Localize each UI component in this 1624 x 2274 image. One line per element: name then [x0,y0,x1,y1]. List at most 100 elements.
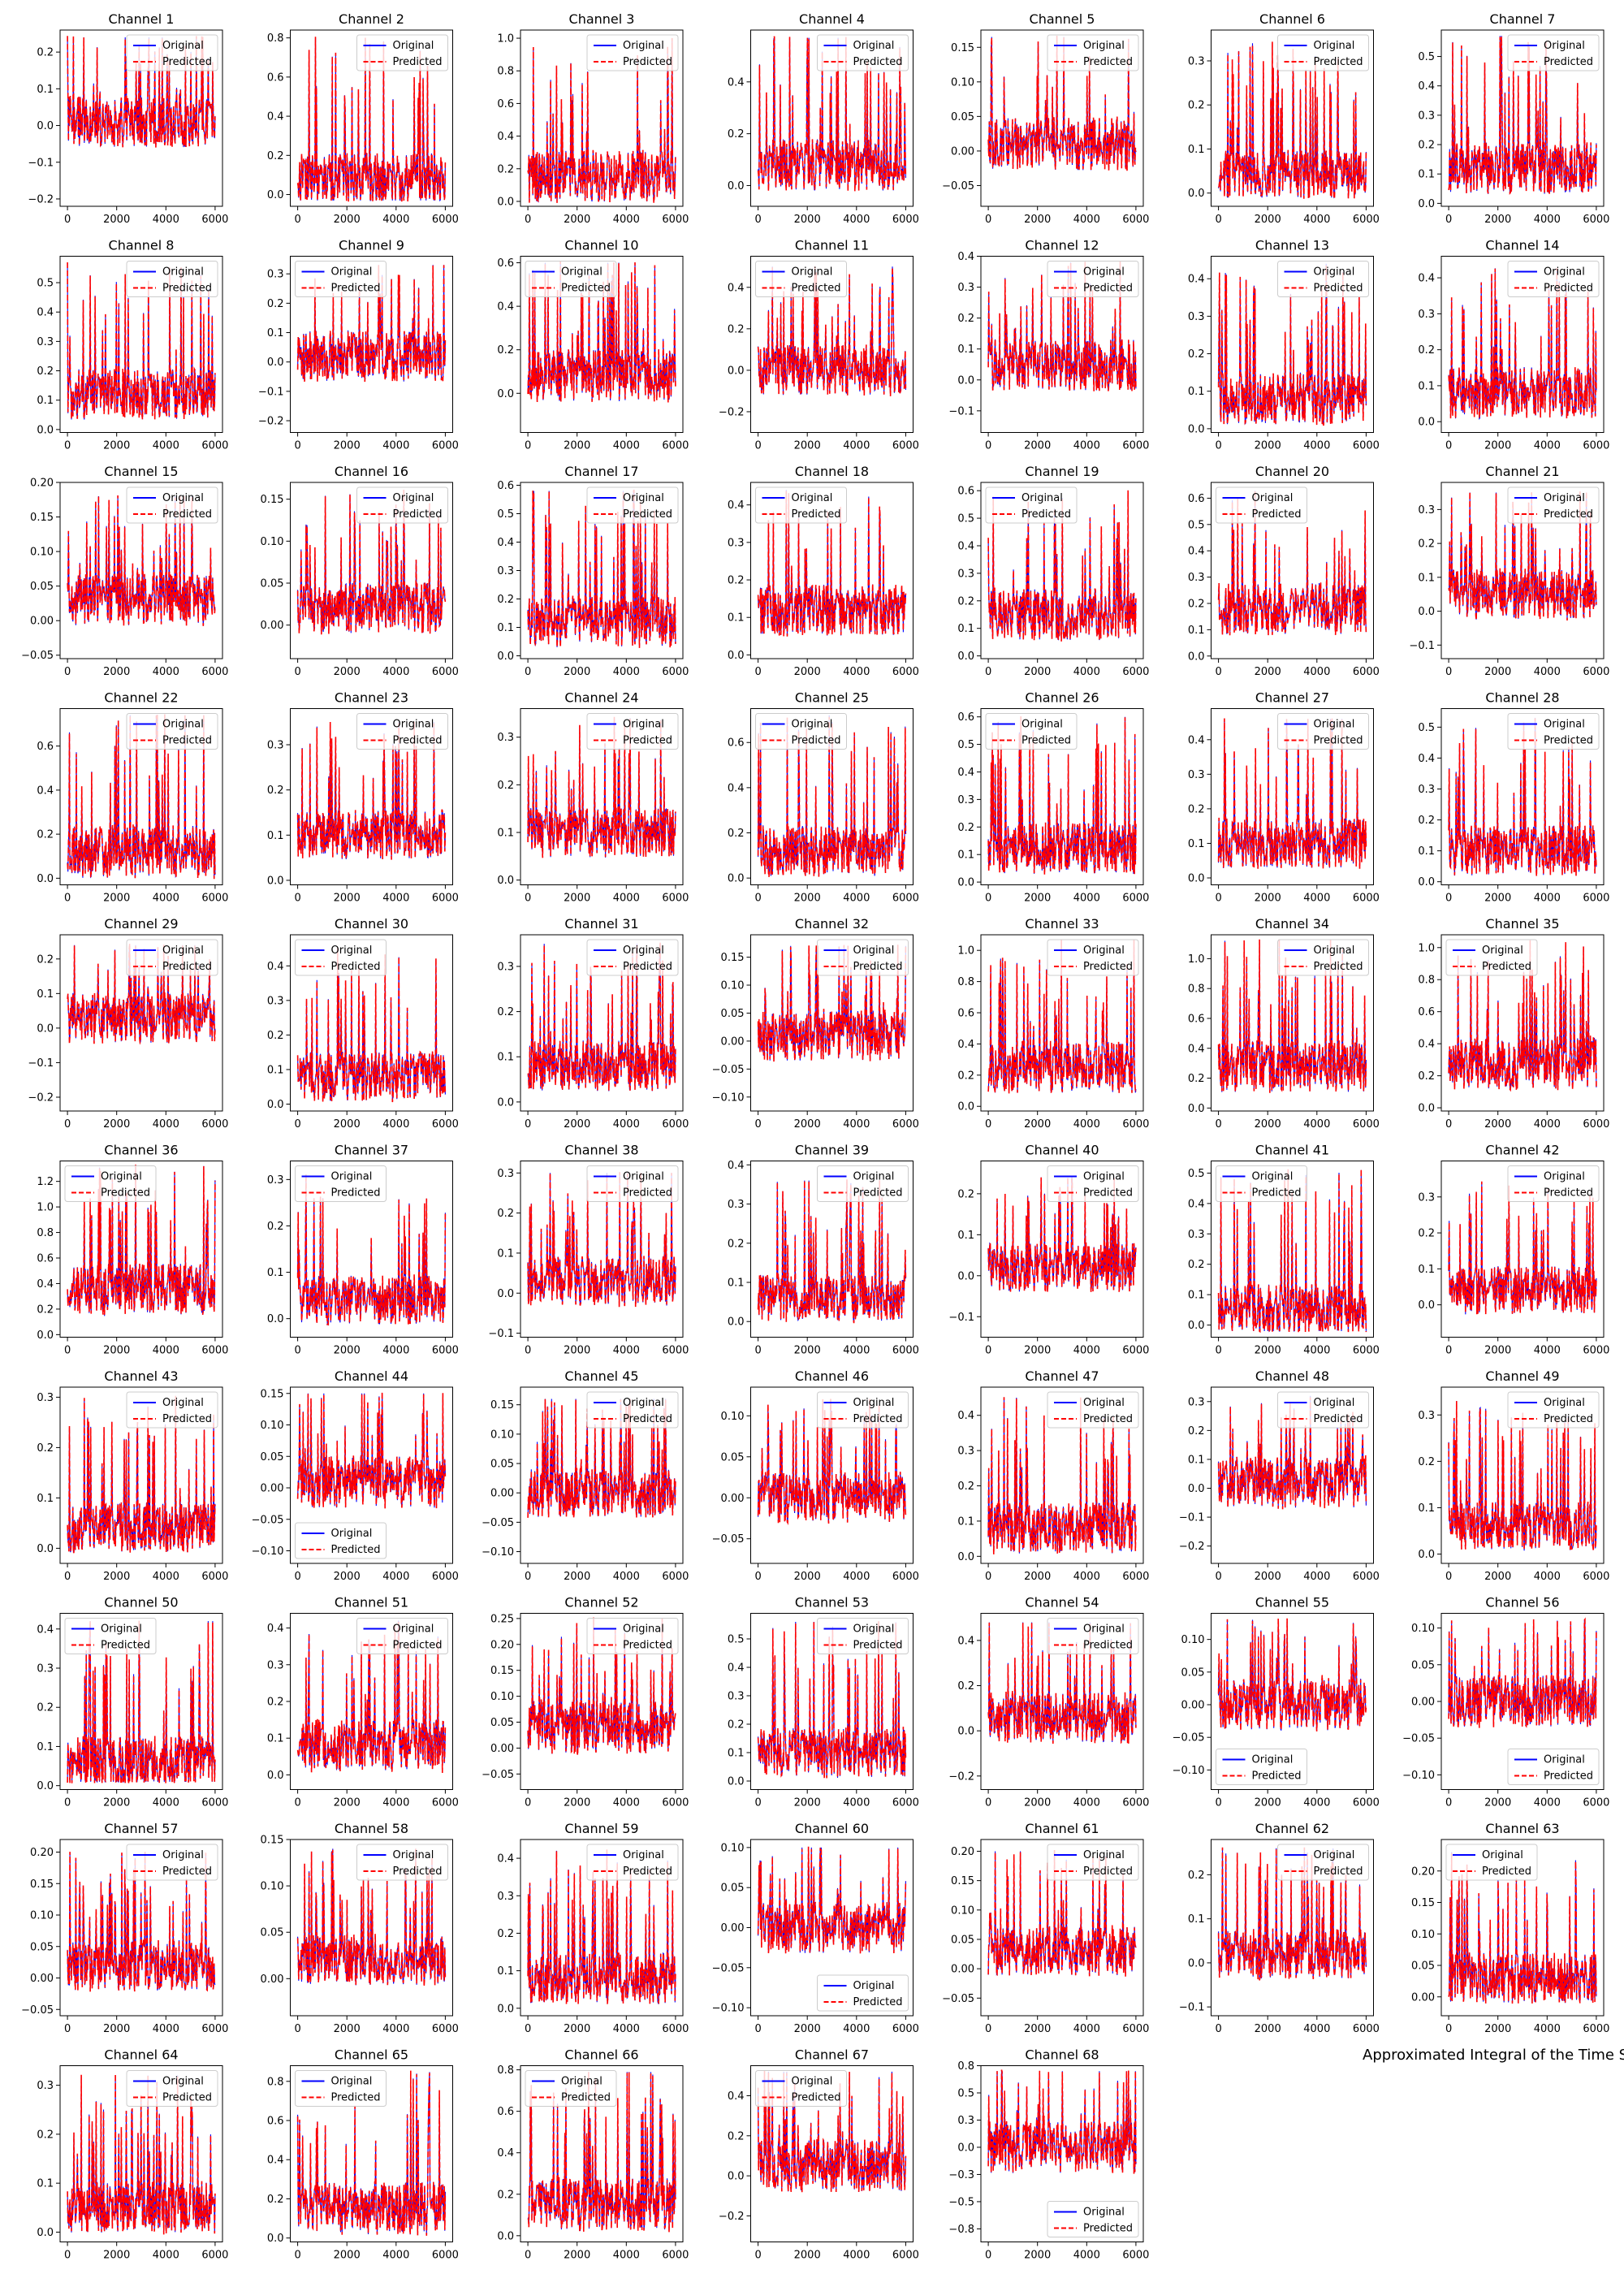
subplot-title: Channel 15 [104,464,178,479]
y-tick-label: 0.2 [728,323,745,335]
y-tick-label: 0.15 [951,42,974,54]
x-tick-label: 2000 [794,1118,821,1131]
y-tick-label: 0.1 [957,850,974,862]
subplot-title: Channel 19 [1025,464,1099,479]
y-tick-label: 0.0 [1418,1103,1435,1115]
series-predicted-line [987,1177,1137,1293]
subplot-title: Channel 14 [1485,238,1559,253]
subplot-title: Channel 32 [795,916,869,932]
y-tick-label: 0.15 [30,1878,54,1891]
x-tick-label: 0 [754,1571,761,1583]
y-tick-label: 0.0 [1188,1957,1205,1969]
subplot-55: Channel 55 0 2000 4000 6000 −0.10 −0.05 0.00 0.0… [1173,1595,1380,1809]
x-tick-label: 6000 [432,1345,459,1357]
axes-frame [1211,29,1374,207]
legend-original-label: Original [623,1171,664,1183]
y-tick-label: 0.0 [37,1329,54,1342]
subplot-8: Channel 8 0 2000 4000 6000 0.0 0.1 0.2 0.3 0.4 0.5… [37,238,228,452]
subplot-title: Channel 40 [1025,1143,1099,1158]
y-tick-label: 0.4 [728,1160,745,1172]
y-tick-label: 0.0 [728,2171,745,2183]
legend: Original Predicted [356,486,448,524]
x-tick-label: 6000 [201,440,228,452]
y-tick-label: 0.15 [490,1399,514,1412]
y-tick-label: 0.0 [1418,606,1435,618]
y-tick-label: 0.2 [267,1221,284,1233]
legend-original-label: Original [561,266,603,279]
y-tick-label: 0.05 [490,1717,514,1729]
subplot-59: Channel 59 0 2000 4000 6000 0.0 0.1 0.2 0.3 0.4 Or… [497,1821,689,2035]
y-tick-label: 0.00 [1411,1697,1435,1709]
y-tick-label: 0.8 [497,66,514,78]
legend-predicted-label: Predicted [792,283,841,295]
subplot-11: Channel 11 0 2000 4000 6000 −0.2 0.0 0.2 0.4 Orig… [719,238,919,452]
series-predicted-line [1217,41,1367,201]
legend: Original Predicted [1047,1165,1139,1202]
y-tick-label: 0.1 [37,84,54,96]
x-tick-label: 6000 [201,1571,228,1583]
axes-frame [1211,1613,1374,1790]
legend-original-label: Original [1544,1397,1585,1409]
x-tick-label: 6000 [662,2250,689,2262]
y-tick-label: 0.1 [1188,625,1205,637]
y-tick-label: 0.0 [1418,1299,1435,1312]
y-tick-label: 0.15 [490,1665,514,1677]
legend-original-label: Original [1252,1754,1294,1766]
y-tick-label: 0.0 [1188,423,1205,435]
y-tick-label: 0.4 [37,307,54,319]
subplot-title: Channel 29 [104,916,178,932]
x-tick-label: 6000 [201,666,228,678]
series-predicted-line [757,266,907,396]
y-tick-label: 0.6 [957,711,974,724]
x-tick-label: 0 [294,1571,300,1583]
legend-original-label: Original [792,719,833,731]
x-tick-label: 2000 [103,893,130,905]
legend-original-label: Original [623,719,664,731]
x-tick-label: 6000 [892,893,919,905]
y-tick-label: 0.1 [1418,380,1435,392]
y-tick-label: 0.05 [261,1451,284,1463]
subplot-title: Channel 54 [1025,1595,1099,1610]
legend: Original Predicted [1047,34,1139,71]
y-tick-label: −0.2 [258,416,284,428]
y-tick-label: 0.00 [721,1922,745,1935]
subplot-37: Channel 37 0 2000 4000 6000 0.0 0.1 0.2 0.3 Origi… [267,1143,459,1357]
y-tick-label: 0.2 [1188,348,1205,361]
y-tick-label: 0.3 [957,1446,974,1458]
y-tick-label: 0.1 [957,344,974,356]
x-tick-label: 4000 [153,2023,179,2035]
subplot-50: Channel 50 0 2000 4000 6000 0.0 0.1 0.2 0.3 0.4 Or… [37,1595,228,1809]
y-tick-label: 0.2 [497,594,514,606]
x-tick-label: 0 [985,440,991,452]
figure-caption: Approximated Integral of the Time Ser [1363,2047,1624,2064]
y-tick-label: 0.20 [1411,1865,1435,1878]
y-tick-label: 0.4 [728,499,745,512]
legend: Original Predicted [1507,34,1600,71]
x-tick-label: 4000 [382,1118,409,1131]
x-tick-label: 6000 [1122,1345,1149,1357]
x-tick-label: 0 [525,666,531,678]
y-tick-label: 0.2 [37,829,54,841]
subplot-title: Channel 58 [335,1821,408,1836]
y-tick-label: 0.00 [721,1493,745,1505]
y-tick-label: 0.1 [267,1733,284,1745]
legend: Original Predicted [295,1522,387,1559]
y-tick-label: −0.1 [28,157,54,169]
y-tick-label: 0.2 [728,1719,745,1731]
legend-original-label: Original [1544,40,1585,52]
y-tick-label: 0.4 [1418,273,1435,285]
x-tick-label: 6000 [892,1797,919,1809]
y-tick-label: 0.3 [37,336,54,348]
y-tick-label: 0.3 [1418,504,1435,517]
y-tick-label: 0.2 [37,47,54,59]
subplot-title: Channel 13 [1255,238,1329,253]
y-tick-label: 0.0 [497,1288,514,1300]
axes-frame [59,1839,223,2017]
series-predicted-line [757,1846,907,1954]
y-tick-label: 0.6 [497,2106,514,2118]
y-tick-label: 0.2 [37,953,54,966]
y-tick-label: 0.3 [1188,1396,1205,1408]
x-tick-label: 4000 [153,666,179,678]
y-tick-label: −0.2 [28,1092,54,1104]
x-tick-label: 6000 [201,1345,228,1357]
